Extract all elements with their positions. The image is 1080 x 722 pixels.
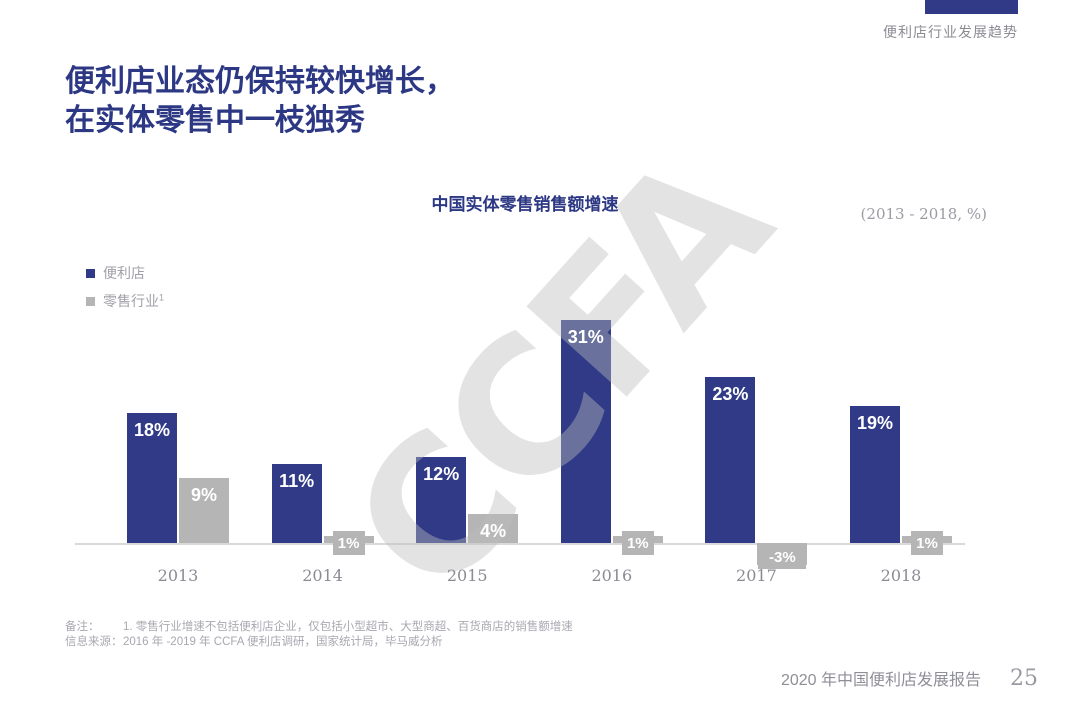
bar-value-convenience-2018: 19%	[856, 413, 894, 434]
bar-value-convenience-2015: 12%	[423, 463, 460, 484]
report-title: 2020 年中国便利店发展报告	[780, 672, 981, 689]
bar-value-retail-2014: 1%	[332, 531, 365, 555]
axis-label-2018: 2018	[880, 566, 922, 585]
bar-value-convenience-2016: 31%	[567, 326, 604, 347]
bar-convenience-2013	[127, 413, 177, 543]
chart-title: 中国实体零售销售额增速	[431, 195, 619, 214]
axis-label-2016: 2016	[591, 566, 633, 585]
bar-retail-2015	[468, 514, 519, 543]
bar-convenience-2014	[271, 463, 322, 543]
corner-accent-block	[925, 0, 1018, 14]
bar-retail-2013	[179, 478, 229, 543]
axis-label-2013: 2013	[157, 566, 199, 585]
section-header: 便利店行业发展趋势	[883, 24, 1018, 40]
bar-convenience-2017	[705, 377, 756, 543]
footnote-2: 信息来源： 2016 年 -2019 年 CCFA 便利店调研，国家统计局，毕马…	[65, 635, 573, 650]
bar-convenience-2016	[560, 319, 611, 543]
x-axis-line	[75, 543, 965, 545]
bar-value-convenience-2014: 11%	[279, 470, 315, 491]
legend-item-convenience: 便利店	[86, 263, 164, 283]
page-title: 便利店业态仍保持较快增长， 在实体零售中一枝独秀	[65, 62, 455, 140]
bar-value-retail-2017: -3%	[758, 546, 807, 569]
bar-convenience-2015	[416, 456, 467, 543]
footnote-1-label: 备注：	[65, 621, 100, 633]
page-title-line1: 便利店业态仍保持较快增长，	[65, 65, 455, 98]
bar-convenience-2018	[850, 406, 900, 543]
bar-value-retail-2016: 1%	[621, 531, 654, 555]
legend-label-convenience: 便利店	[103, 265, 145, 281]
page-title-line2: 在实体零售中一枝独秀	[65, 104, 365, 137]
footnote-1-text: 1. 零售行业增速不包括便利店企业，仅包括小型超市、大型商超、百货商店的销售额增…	[123, 621, 573, 633]
footnotes: 备注： 1. 零售行业增速不包括便利店企业，仅包括小型超市、大型商超、百货商店的…	[65, 620, 573, 650]
chart-unit-range: (2013 - 2018, %)	[860, 205, 987, 223]
axis-label-2014: 2014	[302, 566, 343, 585]
bar-value-convenience-2017: 23%	[712, 384, 749, 405]
legend-swatch-blue	[86, 268, 95, 278]
bar-value-retail-2015: 4%	[480, 521, 507, 542]
page-footer: 2020 年中国便利店发展报告 25	[781, 666, 1038, 691]
axis-label-2015: 2015	[446, 566, 488, 585]
chart-legend: 便利店 零售行业1	[86, 263, 164, 319]
legend-label-retail: 零售行业1	[103, 292, 165, 309]
footnote-1: 备注： 1. 零售行业增速不包括便利店企业，仅包括小型超市、大型商超、百货商店的…	[65, 620, 573, 635]
legend-swatch-gray	[86, 296, 95, 306]
page-number: 25	[1010, 666, 1038, 691]
legend-footnote-marker: 1	[159, 292, 165, 303]
axis-label-2017: 2017	[736, 566, 777, 585]
bar-value-retail-2013: 9%	[190, 485, 217, 506]
footnote-2-text: 2016 年 -2019 年 CCFA 便利店调研，国家统计局，毕马威分析	[123, 636, 443, 648]
legend-item-retail: 零售行业1	[86, 291, 164, 311]
bar-value-retail-2018: 1%	[911, 531, 943, 555]
bar-value-convenience-2013: 18%	[133, 420, 171, 441]
footnote-2-label: 信息来源：	[65, 636, 123, 648]
